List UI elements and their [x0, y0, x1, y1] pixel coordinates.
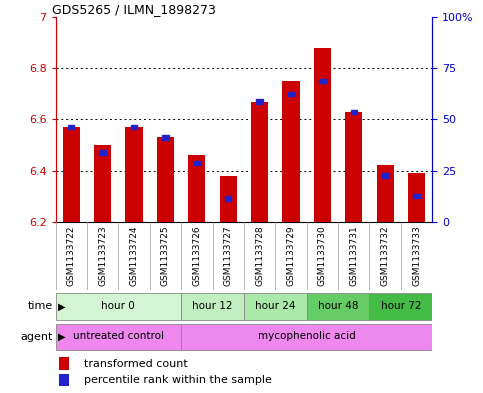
Bar: [251, 102, 268, 222]
Text: GDS5265 / ILMN_1898273: GDS5265 / ILMN_1898273: [52, 3, 215, 16]
Text: GSM1133727: GSM1133727: [224, 226, 233, 286]
Bar: [188, 155, 205, 222]
Text: GSM1133726: GSM1133726: [192, 226, 201, 286]
Bar: [220, 176, 237, 222]
Text: GSM1133730: GSM1133730: [318, 226, 327, 286]
Text: hour 24: hour 24: [255, 301, 296, 311]
Bar: [382, 173, 388, 178]
Bar: [126, 127, 142, 222]
Text: GSM1133731: GSM1133731: [349, 226, 358, 286]
Bar: [225, 196, 231, 201]
Text: GSM1133732: GSM1133732: [381, 226, 390, 286]
Bar: [157, 138, 174, 222]
Bar: [369, 293, 432, 320]
Bar: [99, 151, 106, 155]
Bar: [68, 125, 74, 129]
Text: hour 72: hour 72: [381, 301, 421, 311]
Bar: [56, 293, 181, 320]
Bar: [408, 173, 425, 222]
Bar: [288, 92, 294, 96]
Text: transformed count: transformed count: [84, 358, 187, 369]
Text: GSM1133725: GSM1133725: [161, 226, 170, 286]
Text: GSM1133728: GSM1133728: [255, 226, 264, 286]
Text: hour 48: hour 48: [318, 301, 358, 311]
Bar: [413, 194, 420, 198]
Bar: [351, 110, 357, 114]
Text: GSM1133724: GSM1133724: [129, 226, 139, 286]
Text: time: time: [28, 301, 53, 311]
Text: GSM1133722: GSM1133722: [67, 226, 76, 286]
Bar: [59, 357, 69, 369]
Bar: [256, 99, 263, 104]
Bar: [194, 161, 200, 165]
Text: GSM1133733: GSM1133733: [412, 226, 421, 286]
Bar: [181, 293, 244, 320]
Bar: [345, 112, 362, 222]
Text: mycophenolic acid: mycophenolic acid: [258, 331, 355, 342]
Bar: [59, 374, 69, 386]
Bar: [319, 79, 326, 83]
Bar: [314, 48, 331, 222]
Bar: [283, 81, 299, 222]
Bar: [162, 135, 169, 140]
Text: GSM1133729: GSM1133729: [286, 226, 296, 286]
Bar: [56, 324, 181, 350]
Text: hour 0: hour 0: [101, 301, 135, 311]
Bar: [244, 293, 307, 320]
Bar: [131, 125, 137, 129]
Bar: [63, 127, 80, 222]
Text: untreated control: untreated control: [73, 331, 164, 342]
Text: percentile rank within the sample: percentile rank within the sample: [84, 375, 271, 385]
Text: ▶: ▶: [58, 301, 66, 311]
Bar: [181, 324, 432, 350]
Bar: [94, 145, 111, 222]
Bar: [307, 293, 369, 320]
Text: agent: agent: [21, 332, 53, 342]
Text: hour 12: hour 12: [192, 301, 233, 311]
Text: GSM1133723: GSM1133723: [98, 226, 107, 286]
Text: ▶: ▶: [58, 332, 66, 342]
Bar: [377, 165, 394, 222]
